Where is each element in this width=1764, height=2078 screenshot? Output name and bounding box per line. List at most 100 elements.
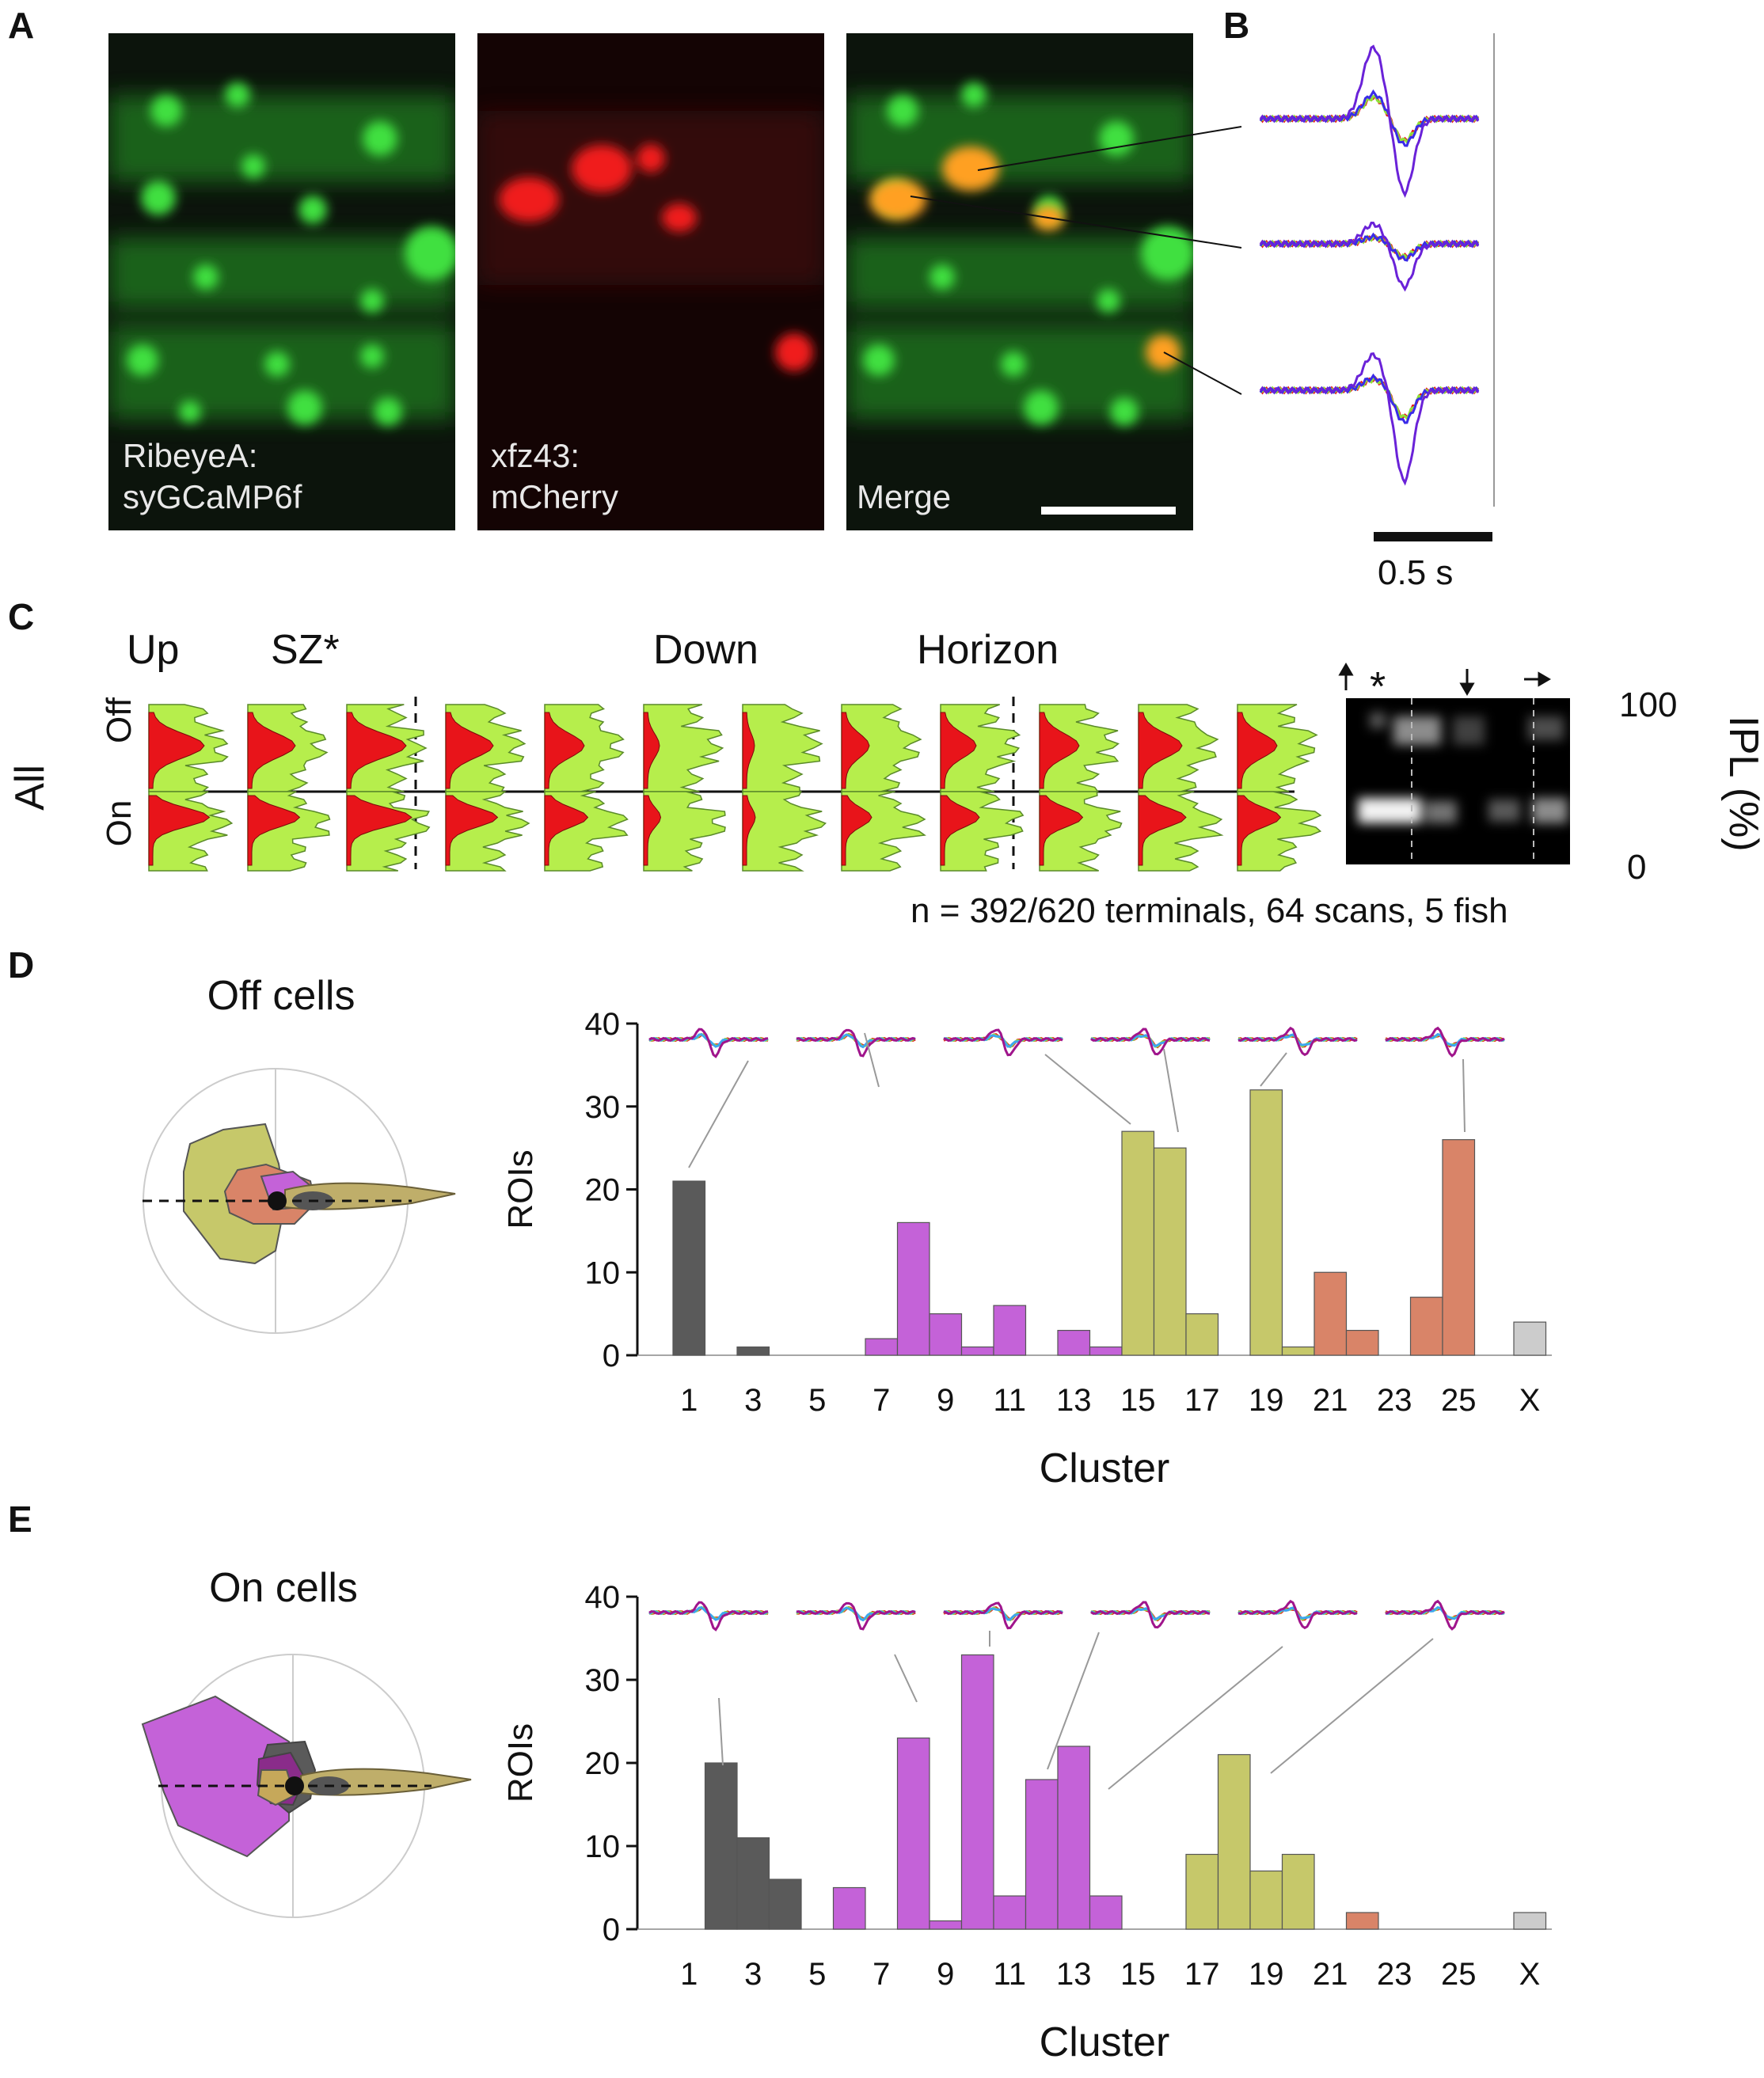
direction-label-sz: SZ*: [271, 627, 340, 673]
x-tick-label: 15: [1120, 1957, 1156, 1992]
ipl-profile-on-core: [1237, 795, 1282, 866]
ipl-profile-off-core: [1138, 712, 1183, 789]
direction-label-up: Up: [127, 627, 179, 673]
direction-label-horizon: Horizon: [917, 627, 1059, 673]
example-trace: [1259, 373, 1480, 424]
x-axis-label: Cluster: [1040, 1445, 1170, 1491]
bar-cluster-8: [896, 1221, 930, 1356]
row-label-all: All: [7, 765, 53, 811]
y-axis-label: ROIs: [501, 1723, 540, 1803]
ipl-profile-on-core: [1138, 795, 1187, 866]
inset-connector: [1044, 1054, 1131, 1125]
inset-trace: [648, 1028, 769, 1058]
sample-size-note: n = 392/620 terminals, 64 scans, 5 fish: [911, 891, 1508, 930]
example-trace: [1259, 222, 1480, 292]
bar-cluster-10: [960, 1346, 994, 1356]
example-trace: [1260, 376, 1479, 421]
ipl-tick-100: 100: [1619, 686, 1677, 724]
roi-connector-lines: [910, 126, 1242, 395]
y-tick-label: 10: [585, 1829, 621, 1864]
ipl-profile-on-core: [1039, 795, 1084, 866]
x-tick-label: 5: [808, 1957, 826, 1992]
bar-cluster-7: [865, 1338, 899, 1356]
y-axis-label: ROIs: [501, 1149, 540, 1229]
bar-cluster-22: [1345, 1912, 1379, 1930]
ipl-profile-off-core: [742, 712, 755, 789]
inset-connector: [1108, 1646, 1283, 1790]
inset-trace: [943, 1028, 1063, 1057]
x-tick-label: 3: [744, 1383, 762, 1418]
inset-trace: [1090, 1028, 1211, 1056]
inset-trace: [1090, 1601, 1211, 1629]
inset-connector: [718, 1697, 724, 1766]
inset-connector: [1462, 1058, 1466, 1133]
x-tick-label: 23: [1377, 1957, 1412, 1992]
x-tick-label: 11: [993, 1957, 1026, 1992]
x-tick-label: 5: [808, 1383, 826, 1418]
bar-cluster-X: [1513, 1321, 1547, 1356]
example-trace: [1259, 232, 1480, 262]
ipl-profile-on-core: [742, 795, 756, 866]
bar-cluster-20: [1281, 1346, 1315, 1356]
heatmap-star: *: [1370, 664, 1386, 710]
bar-cluster-12: [1025, 1779, 1059, 1930]
ipl-profile-off-core: [544, 712, 585, 789]
panel-b-letter: B: [1223, 5, 1249, 46]
ipl-profile-off-core: [247, 712, 296, 789]
polar-plot-on: [141, 1654, 472, 1918]
bar-cluster-17: [1185, 1313, 1219, 1356]
bar-cluster-25: [1442, 1139, 1476, 1356]
bar-cluster-3: [736, 1837, 770, 1930]
y-tick-label: 0: [603, 1913, 620, 1947]
ipl-profile-on-core: [643, 795, 662, 866]
ipl-profile-off-core: [841, 712, 870, 789]
bar-cluster-11: [993, 1305, 1027, 1356]
time-scale-bar: [1374, 532, 1492, 541]
inset-trace: [648, 1601, 769, 1632]
y-tick-label: 40: [585, 1580, 621, 1615]
x-axis-label: Cluster: [1040, 2019, 1170, 2065]
bar-cluster-17: [1185, 1853, 1219, 1930]
ipl-profile-off-fill: [940, 704, 1021, 792]
ipl-profile-on-core: [940, 795, 980, 866]
on-label: On: [100, 800, 139, 847]
ipl-profile-on-fill: [742, 791, 827, 872]
heatmap-arrows: [1338, 663, 1551, 696]
panel-c-letter: C: [8, 596, 34, 637]
example-traces: [1259, 44, 1480, 486]
micrograph-xfz43-label-2: mCherry: [491, 478, 618, 515]
x-tick-label: 7: [872, 1383, 890, 1418]
inset-connector: [1163, 1048, 1179, 1133]
x-tick-label: 7: [872, 1957, 890, 1992]
y-tick-label: 40: [585, 1007, 621, 1042]
ipl-profile-off-fill: [742, 704, 823, 792]
bar-cluster-15: [1121, 1130, 1155, 1356]
inset-connector: [1270, 1638, 1434, 1774]
micrograph-xfz43-label-1: xfz43:: [491, 437, 580, 474]
off-label: Off: [100, 697, 139, 743]
ipl-profile-on-core: [346, 795, 412, 866]
inset-connector: [1260, 1052, 1287, 1087]
y-tick-label: 30: [585, 1663, 621, 1698]
y-tick-label: 0: [603, 1339, 620, 1373]
ipl-profile-off-core: [445, 712, 494, 789]
micrograph-merge: [846, 33, 1193, 530]
ipl-profile-on-core: [247, 795, 301, 866]
bar-cluster-14: [1089, 1346, 1123, 1356]
x-tick-label: 19: [1249, 1383, 1284, 1418]
ipl-profile-off-core: [940, 712, 977, 789]
example-trace: [1259, 375, 1480, 420]
bar-cluster-13: [1057, 1329, 1091, 1356]
polar-plot-off: [143, 1068, 456, 1334]
ipl-profile-off-fill: [841, 704, 922, 792]
bar-cluster-9: [929, 1313, 963, 1356]
ipl-profiles: [148, 704, 1322, 872]
bar-cluster-18: [1217, 1753, 1251, 1930]
bar-cluster-14: [1089, 1895, 1123, 1930]
ipl-profile-on-fill: [643, 791, 726, 872]
bar-cluster-19: [1249, 1870, 1283, 1930]
y-tick-label: 30: [585, 1090, 621, 1125]
ipl-profile-off-core: [148, 712, 205, 789]
bar-cluster-4: [768, 1879, 802, 1930]
